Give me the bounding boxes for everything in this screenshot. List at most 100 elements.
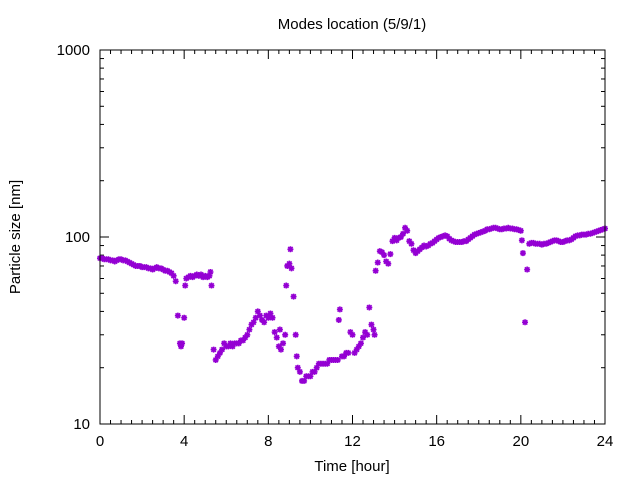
data-point <box>207 268 214 275</box>
data-point <box>273 334 280 341</box>
x-tick-label: 16 <box>428 433 445 450</box>
data-point <box>400 230 406 237</box>
data-point <box>458 239 465 246</box>
data-point <box>290 293 297 300</box>
data-point <box>378 249 385 256</box>
y-tick-label: 10 <box>73 416 90 433</box>
data-point <box>221 340 228 347</box>
data-point <box>301 377 308 384</box>
data-point <box>404 227 411 234</box>
data-point <box>336 306 343 313</box>
data-point <box>311 368 318 375</box>
data-point <box>385 260 392 267</box>
data-point <box>280 340 287 347</box>
data-point <box>276 326 283 333</box>
data-point <box>572 233 579 240</box>
data-point <box>553 237 560 244</box>
data-point <box>442 232 449 239</box>
data-point <box>349 331 356 338</box>
data-point <box>292 331 299 338</box>
data-point <box>450 238 457 245</box>
data-point <box>219 346 226 353</box>
data-point <box>225 343 232 350</box>
data-point <box>372 267 379 274</box>
data-point <box>240 337 247 344</box>
data-point <box>439 233 446 240</box>
data-point <box>518 237 525 244</box>
data-point <box>351 349 358 356</box>
data-point <box>397 234 404 240</box>
data-point <box>395 234 402 241</box>
data-point <box>408 240 415 247</box>
data-point <box>345 349 352 356</box>
data-point <box>547 239 554 246</box>
data-point <box>364 331 371 338</box>
data-point <box>229 343 236 350</box>
data-point <box>296 368 303 375</box>
chart-title: Modes location (5/9/1) <box>278 16 426 33</box>
data-point <box>448 237 455 244</box>
data-point <box>265 314 272 321</box>
data-point <box>435 234 442 241</box>
y-axis-label: Particle size [nm] <box>7 180 24 294</box>
data-point <box>246 326 253 333</box>
data-point <box>524 266 531 273</box>
data-point <box>549 238 556 245</box>
data-point <box>288 265 295 272</box>
data-point <box>210 346 217 353</box>
data-point <box>371 331 378 338</box>
data-point <box>168 270 175 277</box>
data-points <box>97 224 608 384</box>
data-point <box>283 282 290 289</box>
data-point <box>437 234 444 240</box>
data-point <box>355 343 362 350</box>
data-point <box>208 282 215 289</box>
data-point <box>421 242 428 249</box>
x-tick-label: 20 <box>512 433 529 450</box>
data-point <box>275 343 282 350</box>
x-tick-label: 4 <box>180 433 188 450</box>
data-point <box>555 238 562 245</box>
data-point <box>267 310 274 317</box>
data-point <box>362 329 369 336</box>
data-point <box>423 243 430 250</box>
data-point <box>374 259 381 266</box>
data-point <box>293 353 300 360</box>
data-point <box>444 233 451 240</box>
data-point <box>526 240 533 247</box>
data-point <box>294 364 301 371</box>
data-point <box>368 321 375 328</box>
data-point <box>178 343 185 350</box>
data-point <box>389 238 396 245</box>
data-point <box>402 224 409 231</box>
tick-labels: 0 4 8 12 16 20 24 10 100 1000 <box>57 42 614 450</box>
data-point <box>566 237 573 244</box>
data-point <box>198 271 204 278</box>
tick-marks <box>99 49 606 425</box>
data-point <box>387 251 394 258</box>
data-point <box>206 272 213 279</box>
data-point <box>519 250 526 257</box>
data-point <box>335 316 342 323</box>
data-point <box>269 314 276 321</box>
data-point <box>261 319 268 326</box>
data-point <box>357 340 364 347</box>
data-point <box>179 340 186 347</box>
data-point <box>172 278 179 285</box>
data-point <box>254 308 261 315</box>
data-point <box>214 353 221 360</box>
data-point <box>517 227 524 234</box>
data-point <box>256 312 263 319</box>
data-point <box>522 319 529 326</box>
y-tick-label: 100 <box>65 229 90 246</box>
data-point <box>538 241 545 248</box>
x-axis-label: Time [hour] <box>314 458 389 475</box>
data-point <box>545 239 552 246</box>
x-tick-label: 0 <box>96 433 104 450</box>
data-point <box>287 246 294 253</box>
data-point <box>277 346 284 353</box>
data-point <box>244 331 251 338</box>
data-point <box>282 331 289 338</box>
x-tick-label: 8 <box>264 433 272 450</box>
